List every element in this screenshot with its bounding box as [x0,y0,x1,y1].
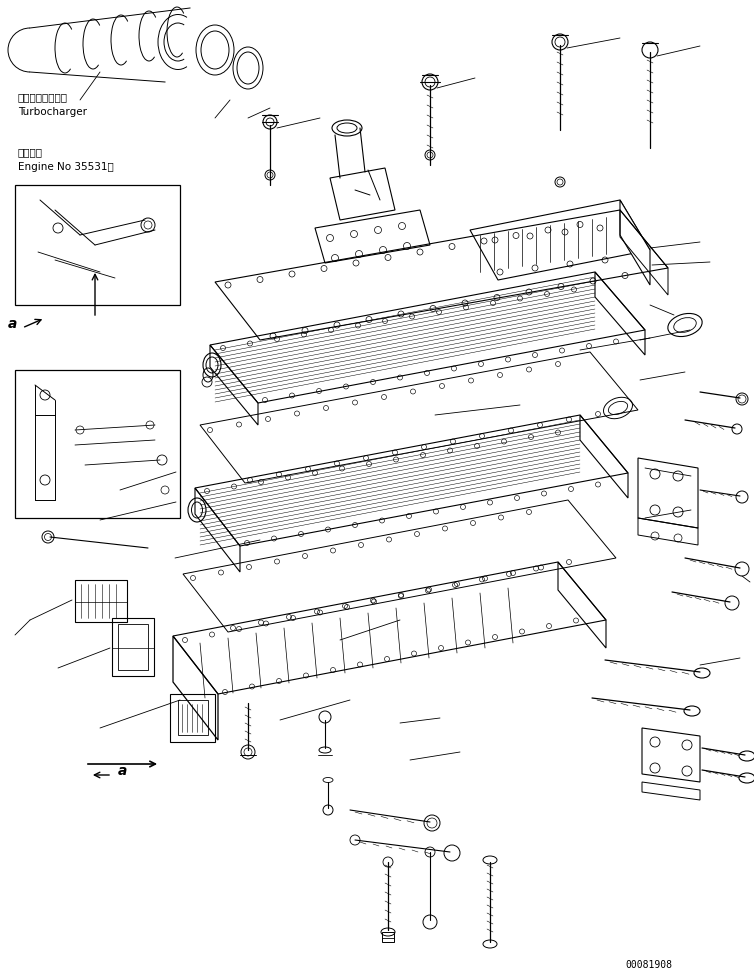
Polygon shape [470,200,650,280]
Bar [382,932,394,942]
Text: Turbocharger: Turbocharger [18,107,87,117]
Bar [112,618,154,676]
Text: Engine No 35531～: Engine No 35531～ [18,162,114,172]
Bar [118,624,148,670]
Text: 適用号機: 適用号機 [18,147,43,157]
Bar [15,185,180,305]
Bar [75,580,127,622]
Bar [178,700,208,735]
Text: ターボチャージャ: ターボチャージャ [18,92,68,102]
Text: a: a [8,317,17,331]
Bar [15,370,180,518]
Text: a: a [118,764,127,778]
Text: 00081908: 00081908 [625,960,672,970]
Polygon shape [330,168,395,220]
Polygon shape [620,200,650,285]
